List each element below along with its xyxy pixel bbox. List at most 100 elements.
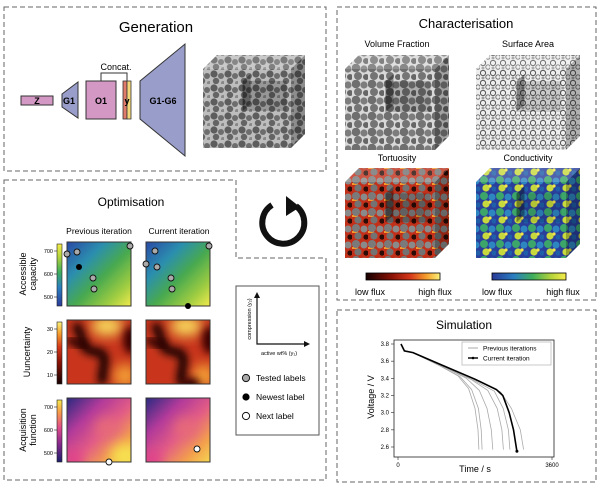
tested-label-marker [205,242,213,250]
row-label: capacity [28,257,38,291]
cube-cutout-wall [516,74,525,112]
cube-top-shade [476,168,580,182]
optimisation-panel: Optimisation Previous iteration Current … [3,179,327,481]
voltage-time-chart: 3.8 3.6 3.4 3.2 3.0 2.8 2.6 0 3600 [381,339,559,469]
heatmap-valley [71,321,109,384]
g1-g6-block [139,42,186,158]
y-tick-label: 2.6 [381,445,390,451]
cube-side-face [435,55,449,150]
legend-current-marker [471,356,475,360]
optimisation-title: Optimisation [98,195,165,209]
generation-title: Generation [119,19,193,36]
cube-side-face [566,55,580,150]
tested-label-marker [168,285,176,293]
cube-top-face [203,55,305,69]
simulation-title: Simulation [436,318,492,332]
cube-cutout-wall [242,73,251,111]
heatmap-blob [111,444,131,462]
heatmap [146,320,210,384]
z-block [20,95,54,106]
cube-cutout-shade [242,80,287,111]
conductivity-label: Conductivity [503,153,553,163]
row-colorbar [56,399,63,463]
g1-label: G1 [63,96,75,106]
heatmap-valley [180,378,200,384]
row-colorbar [56,243,63,307]
y-label: y [124,96,129,106]
simulation-panel: Simulation 3.8 3.6 3.4 3.2 3.0 2.8 2.6 0 3600 Ti… [336,309,597,483]
colorbar-high-label: high flux [418,287,452,297]
x-tick-label: 0 [396,463,400,469]
heatmap-frame [145,241,211,307]
g1-g6-label: G1-G6 [149,96,176,106]
legend-box: compression (y₂) active wt% (y₁) Tested … [235,285,320,436]
colorbar-tick-label: 600 [44,272,53,278]
heatmap-frame [66,241,132,307]
cube-cutout [385,193,431,223]
row-colorbar [56,321,63,385]
heatmap-blob [192,364,210,384]
heatmap-blob [146,448,160,462]
cube-side-shade [566,168,580,258]
y-tick-label: 3.4 [381,376,390,382]
cube-side-shade [435,55,449,150]
tested-label-marker [63,250,71,258]
circular-arrow-icon [259,196,308,247]
volume-fraction-label: Volume Fraction [364,39,429,49]
heatmap-blob [174,418,198,438]
tested-label-marker [167,274,175,282]
arrow-right-icon [304,341,310,347]
heatmap [67,398,131,462]
heatmap-frame [145,319,211,385]
axes-schematic [256,295,307,345]
tested-label-marker [90,285,98,293]
colorbar-low-label: low flux [355,287,386,297]
y-block-yellow [126,80,132,120]
colorbar-tick-label: 30 [47,327,53,333]
newest-label-marker [76,264,82,270]
cube-side-face [566,168,580,258]
heatmap-blob [170,320,202,336]
heatmap [67,320,131,384]
legend-border [235,285,320,436]
cube-top-face [345,168,449,182]
heatmap-valley [67,336,88,350]
tested-labels-text: Tested labels [256,373,306,383]
y-tick-label: 3.2 [381,394,390,400]
conductivity-colorbar [491,272,567,281]
heatmap-frame [66,319,132,385]
cube-cutout-wall [385,186,394,223]
cube-top-shade [345,55,449,69]
generated-microstructure-cube [203,55,305,148]
next-label-text: Next label [256,411,294,421]
y-axis-label: compression (y₂) [247,298,253,339]
newest-label-marker [242,393,250,401]
concat-label: Concat. [100,62,131,72]
heatmap [146,398,210,462]
y-tick-label: 3.6 [381,359,390,365]
cube-top-face [345,55,449,69]
g1-block [61,81,79,119]
heatmap-valley [123,326,131,354]
cube-top-shade [203,55,305,69]
surface-area-label: Surface Area [502,39,554,49]
tortuosity-colorbar [365,272,441,281]
x-axis-label: active wt% (y₁) [261,351,297,357]
o1-block [85,80,117,120]
simulation-border [336,309,597,483]
characterisation-panel: Characterisation Volume Fraction Surface… [336,6,597,301]
conductivity-cube [476,168,580,258]
colorbar-high-label: high flux [546,287,580,297]
optimisation-border [3,179,327,481]
cube-top-face [476,168,580,182]
y-tick-label: 2.8 [381,428,390,434]
row-label: Acquisition [18,408,28,452]
newest-label-marker [185,303,191,309]
tested-label-marker [73,248,81,256]
colorbar-tick-label: 500 [44,295,53,301]
tested-label-marker [126,242,134,250]
cube-cutout [516,193,562,223]
tortuosity-cube [345,168,449,258]
colorbar-tick-label: 700 [44,249,53,255]
